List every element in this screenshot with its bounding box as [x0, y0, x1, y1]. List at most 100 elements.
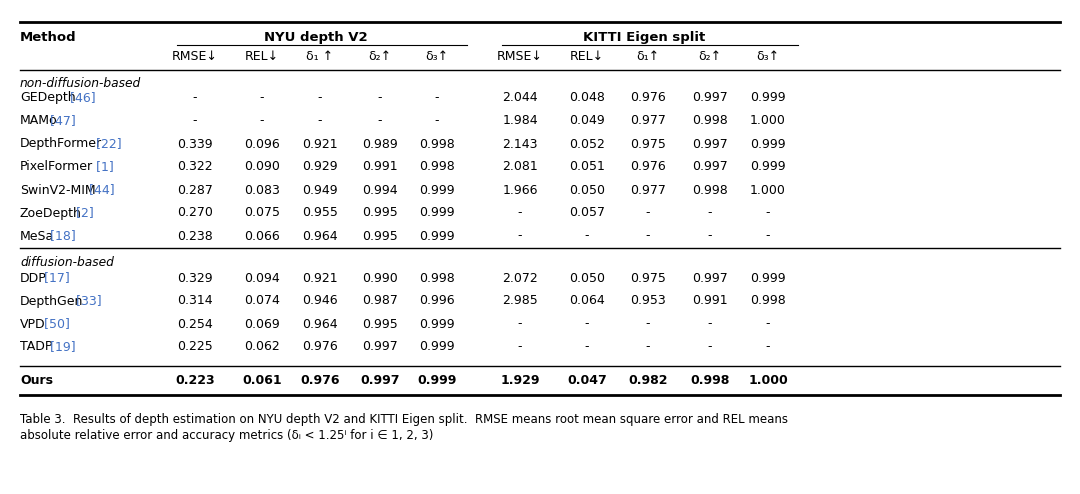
Text: 0.047: 0.047	[567, 374, 607, 387]
Text: diffusion-based: diffusion-based	[21, 255, 113, 269]
Text: 0.997: 0.997	[692, 91, 728, 105]
Text: Method: Method	[21, 32, 77, 44]
Text: 0.977: 0.977	[630, 183, 666, 197]
Text: 0.048: 0.048	[569, 91, 605, 105]
Text: 2.044: 2.044	[502, 91, 538, 105]
Text: [18]: [18]	[46, 230, 76, 243]
Text: GEDepth: GEDepth	[21, 91, 76, 105]
Text: PixelFormer: PixelFormer	[21, 161, 93, 173]
Text: 0.964: 0.964	[302, 230, 338, 243]
Text: -: -	[260, 91, 265, 105]
Text: [2]: [2]	[72, 206, 94, 219]
Text: non-diffusion-based: non-diffusion-based	[21, 78, 141, 90]
Text: Ours: Ours	[21, 374, 53, 387]
Text: 0.975: 0.975	[630, 272, 666, 285]
Text: MAMo: MAMo	[21, 115, 57, 127]
Text: 0.995: 0.995	[362, 230, 397, 243]
Text: KITTI Eigen split: KITTI Eigen split	[583, 32, 705, 44]
Text: RMSE↓: RMSE↓	[497, 50, 543, 64]
Text: 0.050: 0.050	[569, 272, 605, 285]
Text: 0.998: 0.998	[751, 294, 786, 307]
Text: 1.000: 1.000	[748, 374, 788, 387]
Text: 0.976: 0.976	[302, 340, 338, 354]
Text: δ₃↑: δ₃↑	[756, 50, 780, 64]
Text: RMSE↓: RMSE↓	[172, 50, 218, 64]
Text: -: -	[378, 115, 382, 127]
Text: -: -	[646, 340, 650, 354]
Text: 0.999: 0.999	[419, 318, 455, 330]
Text: [46]: [46]	[66, 91, 95, 105]
Text: 0.999: 0.999	[751, 161, 786, 173]
Text: REL↓: REL↓	[245, 50, 279, 64]
Text: 0.998: 0.998	[419, 272, 455, 285]
Text: SwinV2-MIM: SwinV2-MIM	[21, 183, 96, 197]
Text: -: -	[766, 206, 770, 219]
Text: 0.254: 0.254	[177, 318, 213, 330]
Text: [50]: [50]	[40, 318, 69, 330]
Text: 0.069: 0.069	[244, 318, 280, 330]
Text: -: -	[378, 91, 382, 105]
Text: -: -	[707, 318, 712, 330]
Text: [22]: [22]	[92, 137, 121, 151]
Text: -: -	[766, 230, 770, 243]
Text: -: -	[517, 318, 523, 330]
Text: 0.997: 0.997	[361, 374, 400, 387]
Text: 0.322: 0.322	[177, 161, 213, 173]
Text: absolute relative error and accuracy metrics (δᵢ < 1.25ⁱ for i ∈ 1, 2, 3): absolute relative error and accuracy met…	[21, 429, 433, 442]
Text: -: -	[517, 340, 523, 354]
Text: ZoeDepth: ZoeDepth	[21, 206, 82, 219]
Text: TADP: TADP	[21, 340, 52, 354]
Text: 0.929: 0.929	[302, 161, 338, 173]
Text: 1.984: 1.984	[502, 115, 538, 127]
Text: 2.081: 2.081	[502, 161, 538, 173]
Text: 0.238: 0.238	[177, 230, 213, 243]
Text: 0.987: 0.987	[362, 294, 397, 307]
Text: δ₃↑: δ₃↑	[426, 50, 448, 64]
Text: 0.057: 0.057	[569, 206, 605, 219]
Text: -: -	[318, 115, 322, 127]
Text: 0.999: 0.999	[751, 272, 786, 285]
Text: 0.062: 0.062	[244, 340, 280, 354]
Text: 0.995: 0.995	[362, 206, 397, 219]
Text: -: -	[584, 340, 590, 354]
Text: 0.995: 0.995	[362, 318, 397, 330]
Text: 0.052: 0.052	[569, 137, 605, 151]
Text: 0.996: 0.996	[419, 294, 455, 307]
Text: 0.999: 0.999	[419, 230, 455, 243]
Text: 2.985: 2.985	[502, 294, 538, 307]
Text: -: -	[707, 230, 712, 243]
Text: 0.083: 0.083	[244, 183, 280, 197]
Text: 0.977: 0.977	[630, 115, 666, 127]
Text: 0.225: 0.225	[177, 340, 213, 354]
Text: 0.997: 0.997	[692, 161, 728, 173]
Text: 0.999: 0.999	[419, 183, 455, 197]
Text: 0.051: 0.051	[569, 161, 605, 173]
Text: 0.990: 0.990	[362, 272, 397, 285]
Text: -: -	[318, 91, 322, 105]
Text: -: -	[584, 230, 590, 243]
Text: 0.921: 0.921	[302, 272, 338, 285]
Text: δ₁↑: δ₁↑	[636, 50, 660, 64]
Text: VPD: VPD	[21, 318, 45, 330]
Text: 0.975: 0.975	[630, 137, 666, 151]
Text: [1]: [1]	[92, 161, 113, 173]
Text: 0.998: 0.998	[692, 115, 728, 127]
Text: [44]: [44]	[85, 183, 114, 197]
Text: 0.999: 0.999	[751, 137, 786, 151]
Text: NYU depth V2: NYU depth V2	[265, 32, 368, 44]
Text: 0.997: 0.997	[362, 340, 397, 354]
Text: 0.049: 0.049	[569, 115, 605, 127]
Text: 0.096: 0.096	[244, 137, 280, 151]
Text: 1.000: 1.000	[751, 115, 786, 127]
Text: 0.999: 0.999	[419, 206, 455, 219]
Text: -: -	[646, 318, 650, 330]
Text: 0.994: 0.994	[362, 183, 397, 197]
Text: 0.287: 0.287	[177, 183, 213, 197]
Text: -: -	[192, 91, 198, 105]
Text: 0.976: 0.976	[630, 161, 666, 173]
Text: 0.997: 0.997	[692, 272, 728, 285]
Text: 0.999: 0.999	[751, 91, 786, 105]
Text: δ₁ ↑: δ₁ ↑	[307, 50, 334, 64]
Text: 1.000: 1.000	[751, 183, 786, 197]
Text: -: -	[517, 206, 523, 219]
